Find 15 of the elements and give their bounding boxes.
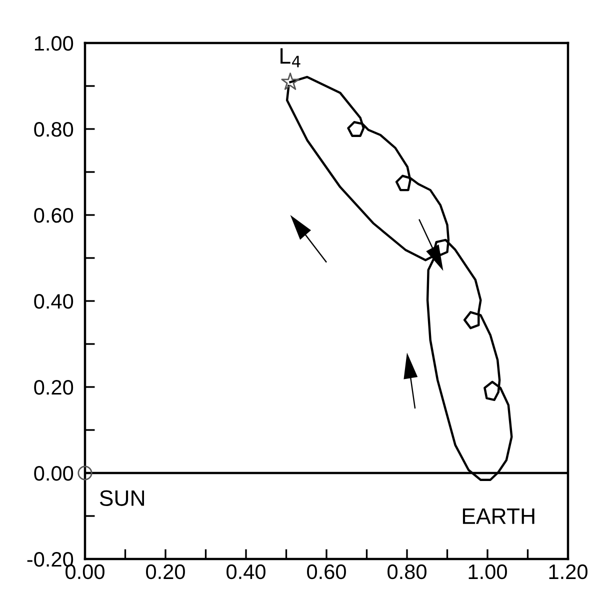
y-tick-label: 0.80	[34, 122, 74, 137]
x-tick-label: 1.20	[549, 564, 588, 580]
y-tick-label: 0.20	[34, 380, 74, 395]
x-tick-label: 0.20	[146, 564, 185, 580]
y-tick-label: 1.00	[34, 36, 74, 51]
x-tick-label: 1.00	[468, 564, 507, 580]
y-tick-label: 0.40	[34, 294, 74, 309]
annotation: L$_{4}$	[280, 48, 300, 68]
annotation: SUN	[100, 490, 144, 506]
annotation: EARTH	[462, 508, 534, 524]
x-tick-label: 0.80	[388, 564, 426, 580]
y-tick-label: 0.00	[34, 466, 74, 481]
x-tick-label: 0.60	[307, 564, 346, 580]
y-tick-label: 0.60	[34, 208, 74, 223]
x-tick-label: 0.40	[226, 564, 266, 580]
